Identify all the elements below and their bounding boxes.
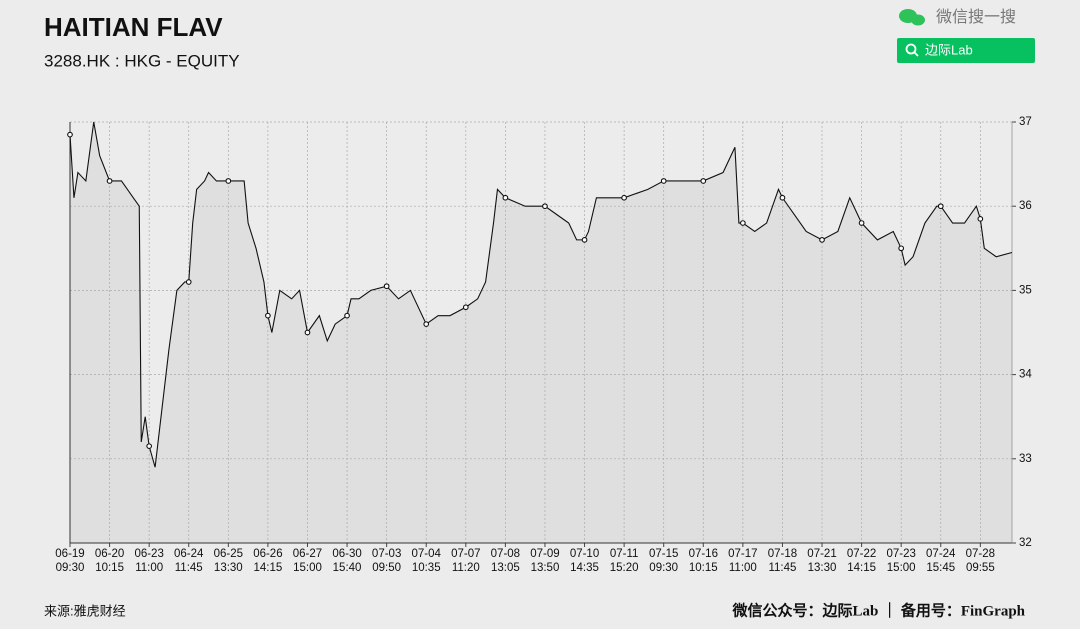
area [70,122,1012,543]
x-tick-label: 07-11 [610,548,639,560]
x-tick-label: 11:20 [452,562,480,574]
x-tick-label: 09:30 [649,562,678,574]
x-tick-label: 07-15 [649,548,678,560]
x-tick-label: 07-22 [847,548,876,560]
marker [344,312,350,319]
marker [660,178,667,184]
x-tick-label: 06-20 [95,548,124,560]
marker [185,279,192,285]
marker [700,178,707,184]
x-tick-label: 07-04 [412,548,442,560]
chart-subtitle: 3288.HK : HKG - EQUITY [44,51,240,70]
x-tick-label: 07-09 [530,548,559,560]
marker [819,237,825,243]
x-tick-label: 06-23 [134,548,163,560]
marker [304,329,311,336]
marker [779,194,786,201]
marker [462,304,469,311]
x-tick-label: 07-28 [966,548,995,560]
x-tick-label: 14:15 [847,562,876,574]
x-tick-label: 13:30 [808,562,837,574]
x-tick-label: 07-10 [570,548,599,560]
x-tick-label: 06-26 [253,548,282,560]
x-tick-label: 07-24 [926,548,956,560]
x-tick-label: 13:50 [531,562,560,574]
marker [858,220,865,226]
marker [106,178,113,184]
search-button[interactable] [897,38,1035,63]
marker [621,194,627,201]
marker [977,215,984,222]
x-tick-label: 15:45 [926,562,955,574]
x-tick-label: 15:00 [293,562,322,574]
x-tick-label: 11:45 [768,562,796,574]
search-icon [913,51,919,57]
y-tick-label: 36 [1019,200,1032,212]
wechat-icon [899,9,925,26]
marker [581,237,588,243]
chart-title: HAITIAN FLAV [44,12,223,42]
x-tick-label: 07-23 [886,548,915,560]
x-tick-label: 11:00 [729,562,757,574]
marker [937,203,944,210]
x-tick-label: 09:50 [372,562,401,574]
marker [146,443,153,450]
x-tick-label: 07-03 [372,548,401,560]
x-tick-label: 10:35 [412,562,441,574]
credit: 微信公众号：边际Lab ｜ 备用号：FinGraph [731,601,1025,619]
x-tick-label: 06-25 [214,548,243,560]
x-tick-label: 14:15 [254,562,283,574]
x-tick-label: 06-27 [293,548,322,560]
marker [898,245,905,252]
x-tick-label: 10:15 [689,562,718,574]
x-tick-label: 15:00 [887,562,916,574]
x-tick-label: 07-08 [491,548,520,560]
x-tick-label: 13:30 [214,562,243,574]
marker [225,178,232,184]
x-tick-label: 11:00 [135,562,163,574]
price-line [69,121,1013,468]
y-tick-label: 32 [1019,537,1032,549]
x-tick-label: 11:45 [175,562,203,574]
marker [423,321,430,327]
marker [265,312,271,319]
marker [383,283,390,290]
x-tick-label: 10:15 [95,562,124,574]
x-tick-label: 13:05 [491,562,520,574]
button-label: 边际Lab [925,42,973,57]
search-label: 微信搜一搜 [936,8,1016,26]
x-tick-label: 09:55 [966,562,995,574]
x-tick-label: 07-21 [807,548,836,560]
y-tick-label: 33 [1019,453,1032,465]
x-tick-label: 07-17 [728,548,757,560]
x-tick-label: 06-24 [174,548,204,560]
x-tick-label: 15:20 [610,562,639,574]
x-tick-label: 06-30 [332,548,361,560]
marker [740,220,746,226]
marker [542,203,548,210]
search-icon [905,43,917,55]
x-tick-label: 09:30 [56,562,85,574]
y-tick-label: 35 [1019,284,1032,296]
x-tick-label: 07-18 [768,548,797,560]
x-tick-label: 06-19 [55,548,84,560]
y-tick-label: 37 [1019,116,1032,128]
marker [67,131,73,138]
marker [502,194,509,201]
x-tick-label: 14:35 [570,562,599,574]
y-tick-label: 34 [1019,369,1032,381]
x-tick-label: 07-07 [451,548,480,560]
x-tick-label: 07-16 [689,548,718,560]
source: 来源:雅虎财经 [44,603,126,618]
x-tick-label: 15:40 [333,562,362,574]
